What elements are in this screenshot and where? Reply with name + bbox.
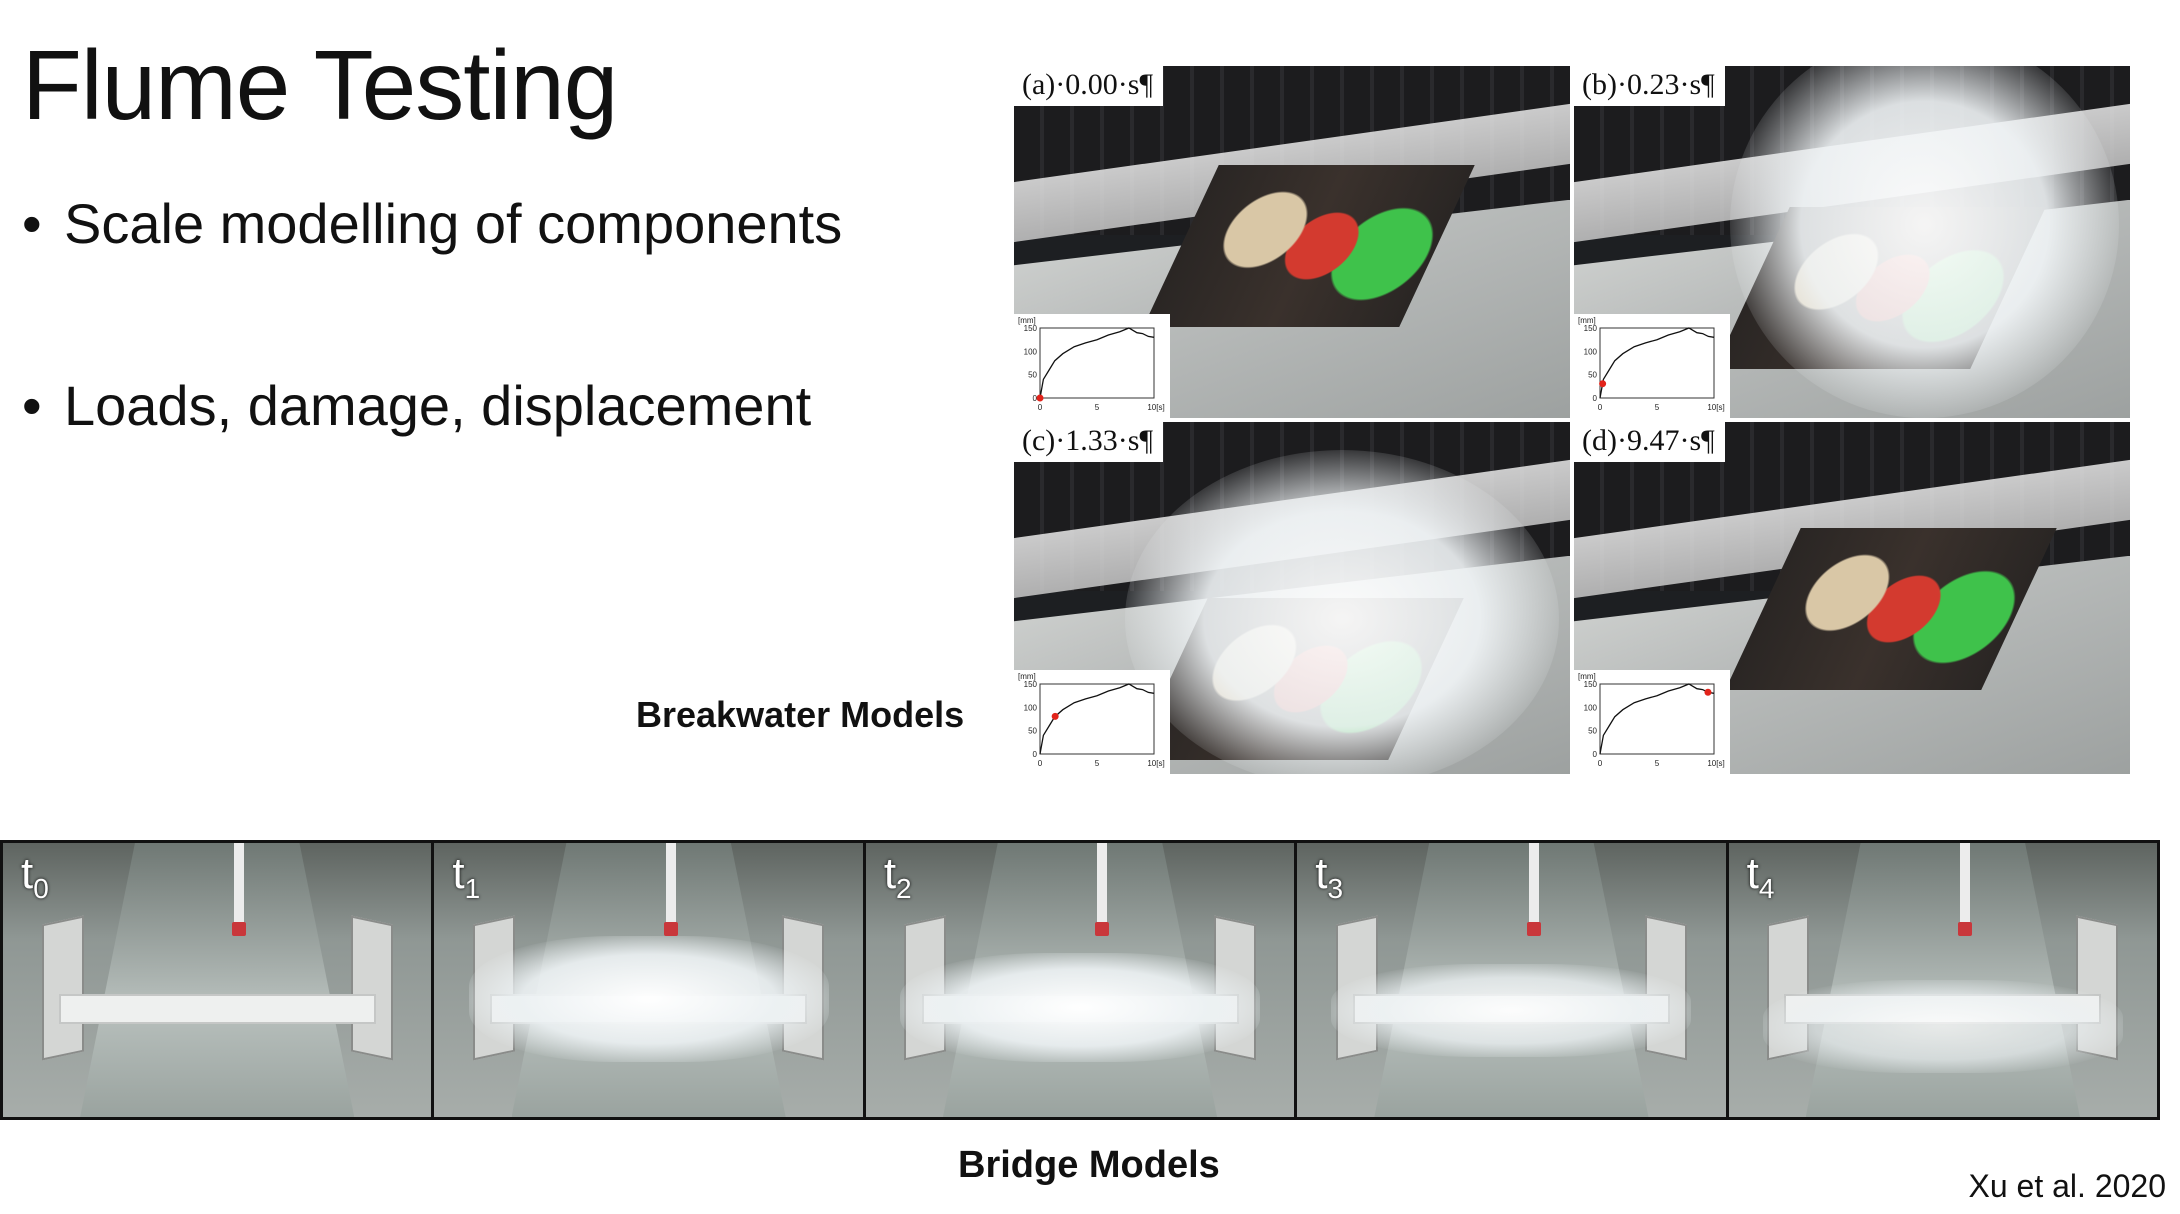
inset-chart-svg: [mm]150 100 50 00 5 10[s]	[1018, 316, 1165, 412]
wave-foam	[900, 952, 1260, 1063]
inset-time-marker	[1599, 380, 1607, 388]
breakwater-panel-c: (c)·1.33·s¶ [mm] 150 100 50 0 0 5 10[s]	[1014, 422, 1570, 774]
inset-y-tick: 50	[1028, 371, 1037, 380]
bullet-item: • Scale modelling of components	[22, 190, 842, 257]
inset-y-tick: 100	[1024, 703, 1038, 712]
inset-y-unit: [mm]	[1018, 672, 1036, 681]
inset-y-tick: 0	[1033, 394, 1038, 403]
wave-splash	[1729, 66, 2119, 418]
inset-x-unit: 10[s]	[1707, 759, 1724, 768]
inset-x-unit: 10[s]	[1147, 759, 1164, 768]
bridge-frame: t2	[865, 843, 1295, 1117]
inset-y-tick: 0	[1593, 750, 1598, 759]
bridge-frame: t3	[1297, 843, 1726, 1117]
inset-y-tick: 0	[1593, 394, 1598, 403]
inset-y-tick: 150	[1024, 680, 1038, 689]
frame-time-label: t4	[1746, 849, 1775, 904]
panel-time-label: (c)·1.33·s¶	[1014, 422, 1164, 462]
bridge-deck	[58, 993, 376, 1024]
inset-x-unit: 10[s]	[1147, 403, 1164, 412]
inset-chart-svg: [mm]150 100 50 00 5 10[s]	[1578, 672, 1725, 768]
inset-y-tick: 150	[1584, 324, 1598, 333]
inset-time-marker	[1036, 394, 1044, 402]
inset-x-tick: 5	[1095, 403, 1100, 412]
citation: Xu et al. 2020	[1968, 1168, 2166, 1204]
displacement-inset-chart: [mm] 150 100 50 0 0 5 10[s]	[1014, 670, 1170, 774]
inset-plot-frame	[1599, 683, 1715, 755]
displacement-inset-chart: [mm] 150 100 50 0 0 5 10[s]	[1574, 670, 1730, 774]
inset-y-tick: 50	[1588, 371, 1597, 380]
sensor-rod	[1957, 843, 1972, 937]
sensor-rod	[663, 843, 678, 937]
inset-y-tick: 50	[1028, 727, 1037, 736]
displacement-inset-chart: [mm] 150 100 50 0 0 5 10[s]	[1014, 314, 1170, 418]
frame-time-label: t1	[452, 849, 481, 904]
inset-plot-frame	[1039, 683, 1155, 755]
breakwater-panel-d: (d)·9.47·s¶ [mm] 150 100 50 0 0 5 10[s]	[1574, 422, 2130, 774]
breakwater-panel-a: (a)·0.00·s¶ [mm] 150 100 50 0 0 5 10[s]	[1014, 66, 1570, 418]
inset-time-marker	[1704, 688, 1712, 696]
inset-y-tick: 100	[1024, 347, 1038, 356]
inset-displacement-line	[1599, 683, 1715, 755]
inset-plot-frame	[1039, 327, 1155, 399]
sensor-rod	[232, 843, 247, 937]
inset-y-tick: 100	[1584, 703, 1598, 712]
breakwater-figure: (a)·0.00·s¶ [mm] 150 100 50 0 0 5 10[s] (b)·0.2…	[1014, 66, 2130, 774]
bullet-text: Scale modelling of components	[64, 192, 843, 255]
inset-y-unit: [mm]	[1578, 316, 1596, 325]
inset-x-unit: 10[s]	[1707, 403, 1724, 412]
panel-time-label: (d)·9.47·s¶	[1574, 422, 1725, 462]
bridge-figure: t0 t1 t2 t3 t4	[0, 840, 2160, 1120]
inset-time-marker	[1051, 712, 1059, 720]
frame-time-label: t2	[883, 849, 912, 904]
breakwater-panel-b: (b)·0.23·s¶ [mm] 150 100 50 0 0 5 10[s]	[1574, 66, 2130, 418]
guide-wall	[41, 915, 84, 1060]
sensor-rod	[1095, 843, 1110, 937]
flume-channel	[80, 843, 355, 1117]
bullet-item: • Loads, damage, displacement	[22, 372, 842, 439]
inset-y-tick: 0	[1033, 750, 1038, 759]
guide-wall	[350, 915, 393, 1060]
wave-splash	[1125, 450, 1559, 774]
inset-x-tick: 0	[1598, 403, 1603, 412]
inset-chart-svg: [mm]150 100 50 00 5 10[s]	[1578, 316, 1725, 412]
inset-y-tick: 100	[1584, 347, 1598, 356]
inset-displacement-line	[1039, 327, 1155, 399]
inset-x-tick: 0	[1038, 759, 1043, 768]
inset-displacement-line	[1039, 683, 1155, 755]
wave-foam	[1762, 980, 2123, 1074]
sensor-rod	[1526, 843, 1541, 937]
bullet-dot-icon: •	[22, 374, 42, 438]
inset-x-tick: 5	[1095, 759, 1100, 768]
inset-plot-frame	[1599, 327, 1715, 399]
inset-y-tick: 50	[1588, 727, 1597, 736]
bullet-text: Loads, damage, displacement	[64, 374, 812, 438]
inset-y-unit: [mm]	[1018, 316, 1036, 325]
inset-displacement-line	[1599, 327, 1715, 399]
bridge-frame: t1	[434, 843, 863, 1117]
wave-foam	[468, 936, 829, 1063]
frame-time-label: t0	[21, 849, 49, 904]
inset-x-tick: 0	[1038, 403, 1043, 412]
inset-chart-svg: [mm]150 100 50 00 5 10[s]	[1018, 672, 1165, 768]
inset-y-tick: 150	[1024, 324, 1038, 333]
inset-x-tick: 5	[1655, 759, 1660, 768]
slide-title: Flume Testing	[22, 30, 618, 140]
inset-x-tick: 5	[1655, 403, 1660, 412]
panel-time-label: (a)·0.00·s¶	[1014, 66, 1164, 106]
frame-time-label: t3	[1315, 849, 1344, 904]
displacement-inset-chart: [mm] 150 100 50 0 0 5 10[s]	[1574, 314, 1730, 418]
inset-x-tick: 0	[1598, 759, 1603, 768]
breakwater-caption: Breakwater Models	[636, 694, 965, 735]
bullet-list: • Scale modelling of components • Loads,…	[22, 190, 842, 554]
inset-y-unit: [mm]	[1578, 672, 1596, 681]
inset-y-tick: 150	[1584, 680, 1598, 689]
bridge-frame: t4	[1728, 843, 2158, 1117]
bullet-dot-icon: •	[22, 192, 42, 255]
wave-foam	[1331, 963, 1692, 1057]
bridge-frame: t0	[3, 843, 432, 1117]
bridge-caption: Bridge Models	[958, 1144, 1220, 1186]
panel-time-label: (b)·0.23·s¶	[1574, 66, 1725, 106]
